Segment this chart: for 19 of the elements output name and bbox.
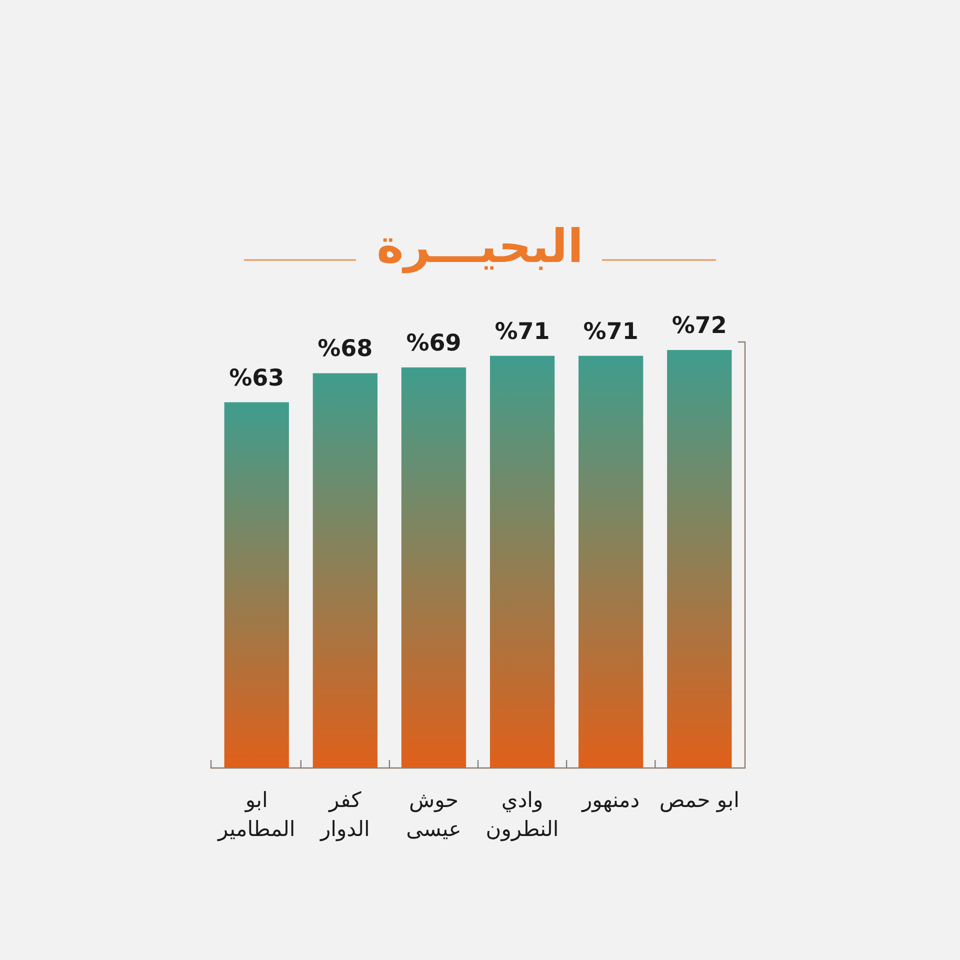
- x-tick-label: ابو حمص: [659, 788, 740, 813]
- data-label: %72: [672, 313, 727, 339]
- data-label: %63: [229, 365, 284, 392]
- data-label: %68: [318, 336, 373, 362]
- x-tick-label: حوش عيسى: [406, 788, 462, 841]
- data-label: %69: [406, 330, 462, 356]
- bar: [578, 356, 644, 768]
- data-label: %71: [494, 318, 550, 345]
- bar: [667, 350, 732, 768]
- data-label: %71: [583, 318, 638, 345]
- bar: [224, 402, 289, 768]
- bar: [490, 356, 555, 768]
- x-tick-label: وادي النطرون: [486, 788, 559, 842]
- x-tick-label: ابو المطامير: [217, 788, 296, 842]
- bar: [401, 367, 466, 768]
- bar: [312, 373, 378, 768]
- x-tick-label: كفر الدوار: [319, 788, 370, 842]
- chart-title: البحيـــرة: [376, 219, 584, 274]
- x-tick-label: دمنهور: [581, 788, 640, 813]
